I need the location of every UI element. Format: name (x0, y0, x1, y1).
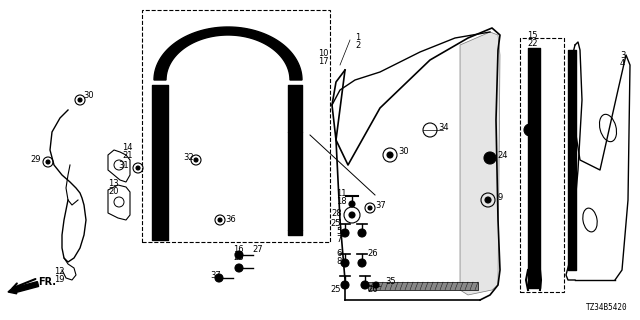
Circle shape (341, 259, 349, 267)
Polygon shape (154, 27, 302, 80)
Circle shape (235, 251, 243, 259)
Polygon shape (460, 32, 500, 295)
Circle shape (136, 166, 140, 170)
Text: 6: 6 (336, 250, 341, 259)
Circle shape (484, 152, 496, 164)
Circle shape (373, 282, 379, 288)
Text: 20: 20 (108, 187, 118, 196)
Text: 26: 26 (367, 250, 378, 259)
Text: 30: 30 (398, 148, 408, 156)
Text: 34: 34 (438, 124, 449, 132)
Text: 36: 36 (225, 215, 236, 225)
Circle shape (361, 281, 369, 289)
Text: 19: 19 (54, 276, 65, 284)
Circle shape (215, 274, 223, 282)
Text: 11: 11 (336, 188, 346, 197)
Text: 24: 24 (497, 150, 508, 159)
Circle shape (194, 158, 198, 162)
Text: 26: 26 (367, 285, 378, 294)
Text: 21: 21 (122, 151, 132, 161)
Circle shape (358, 229, 366, 237)
Circle shape (387, 152, 393, 158)
Text: 31: 31 (118, 161, 129, 170)
Circle shape (341, 281, 349, 289)
Polygon shape (108, 150, 130, 182)
Text: 9: 9 (497, 193, 502, 202)
Text: 16: 16 (233, 245, 244, 254)
Ellipse shape (600, 114, 616, 142)
Text: 15: 15 (527, 31, 538, 41)
Circle shape (524, 124, 536, 136)
Text: 10: 10 (318, 50, 328, 59)
Circle shape (485, 197, 491, 203)
Text: 29: 29 (30, 156, 40, 164)
Circle shape (78, 98, 82, 102)
Text: 5: 5 (336, 228, 341, 236)
Text: 27: 27 (252, 245, 262, 254)
Text: 32: 32 (183, 153, 194, 162)
Circle shape (341, 229, 349, 237)
Circle shape (358, 259, 366, 267)
Text: 18: 18 (336, 196, 347, 205)
Text: 13: 13 (108, 179, 118, 188)
Text: 22: 22 (527, 39, 538, 49)
Text: 12: 12 (54, 268, 65, 276)
Text: 37: 37 (210, 270, 221, 279)
Text: 3: 3 (620, 51, 625, 60)
Text: 25: 25 (330, 220, 340, 228)
Text: 2: 2 (355, 42, 360, 51)
Text: 37: 37 (375, 202, 386, 211)
Text: 4: 4 (620, 59, 625, 68)
Text: 7: 7 (336, 236, 341, 244)
FancyArrow shape (8, 282, 38, 294)
Polygon shape (108, 185, 130, 220)
Circle shape (349, 212, 355, 218)
Bar (520, 38, 564, 292)
Text: TZ34B5420: TZ34B5420 (586, 303, 628, 312)
Bar (142, 10, 330, 242)
Circle shape (46, 160, 50, 164)
Circle shape (218, 218, 222, 222)
Bar (368, 282, 478, 290)
Text: 28: 28 (331, 209, 342, 218)
Circle shape (368, 206, 372, 210)
Ellipse shape (583, 208, 597, 232)
Text: 17: 17 (318, 58, 328, 67)
Text: 8: 8 (336, 258, 341, 267)
Text: 25: 25 (330, 285, 340, 294)
Text: 35: 35 (385, 277, 396, 286)
Circle shape (235, 264, 243, 272)
Text: 23: 23 (233, 253, 244, 262)
Text: FR.: FR. (38, 277, 56, 287)
Text: 33: 33 (530, 116, 541, 124)
Text: 30: 30 (83, 92, 93, 100)
Circle shape (349, 201, 355, 207)
Text: 14: 14 (122, 143, 132, 153)
Text: 1: 1 (355, 34, 360, 43)
